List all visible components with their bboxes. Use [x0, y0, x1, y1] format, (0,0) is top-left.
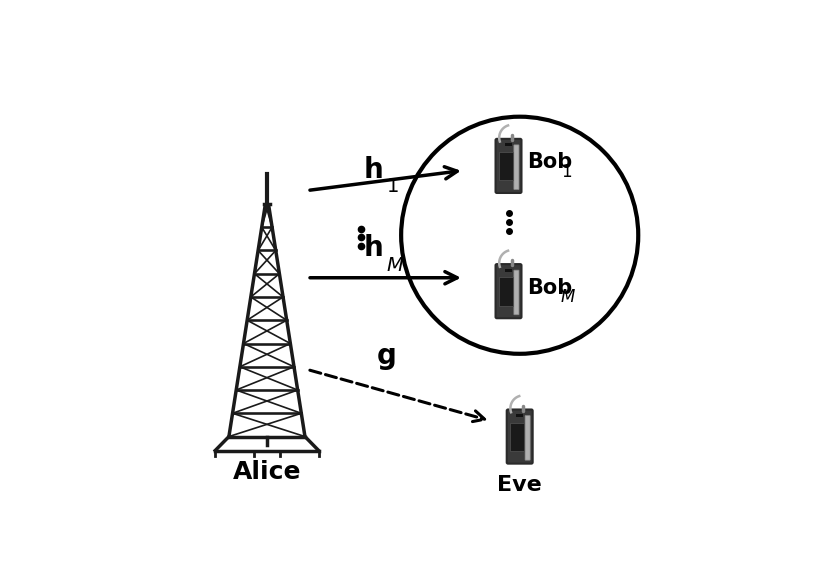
FancyBboxPatch shape: [506, 410, 533, 464]
FancyBboxPatch shape: [525, 415, 530, 460]
Text: Bob: Bob: [527, 278, 573, 297]
Bar: [499, 277, 513, 306]
Text: 1: 1: [561, 163, 571, 181]
Text: $\bf{g}$: $\bf{g}$: [376, 344, 395, 372]
Bar: [505, 144, 512, 146]
Text: Eve: Eve: [497, 475, 542, 494]
FancyBboxPatch shape: [514, 270, 519, 315]
Text: 1: 1: [386, 177, 399, 196]
Text: Alice: Alice: [233, 460, 301, 484]
FancyBboxPatch shape: [496, 264, 521, 318]
Text: $\bf{h}$: $\bf{h}$: [363, 156, 383, 184]
Bar: [505, 268, 512, 272]
Bar: [499, 152, 513, 180]
Text: Bob: Bob: [527, 152, 573, 173]
Text: M: M: [561, 288, 575, 306]
Bar: [516, 414, 523, 417]
FancyBboxPatch shape: [496, 139, 521, 193]
FancyBboxPatch shape: [514, 145, 519, 189]
Text: $M$: $M$: [386, 256, 404, 275]
Text: $\bf{h}$: $\bf{h}$: [363, 234, 383, 262]
Bar: [510, 422, 524, 451]
